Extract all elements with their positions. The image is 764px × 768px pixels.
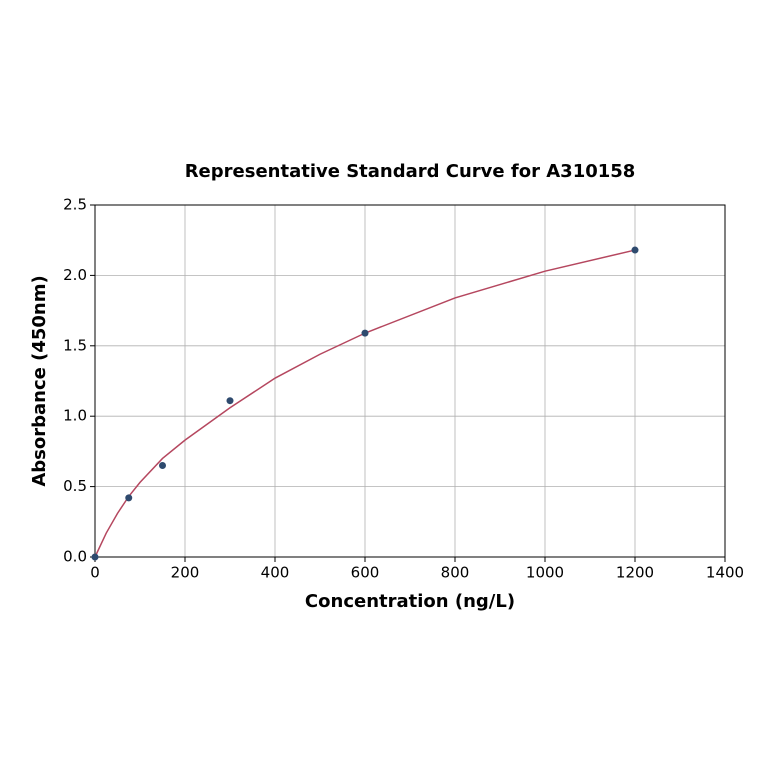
data-point <box>125 494 133 502</box>
data-point <box>91 553 99 561</box>
y-tick-label: 1.0 <box>63 407 87 425</box>
x-tick-label: 200 <box>171 564 200 582</box>
x-axis-label: Concentration (ng/L) <box>305 591 515 612</box>
x-tick-label: 1000 <box>526 564 564 582</box>
x-tick-label: 1400 <box>706 564 744 582</box>
y-axis-label: Absorbance (450nm) <box>29 275 50 486</box>
y-tick-label: 2.0 <box>63 266 87 284</box>
y-tick-label: 0.0 <box>63 548 87 566</box>
data-point <box>361 329 369 337</box>
y-tick-label: 1.5 <box>63 336 87 354</box>
x-tick-label: 400 <box>261 564 290 582</box>
x-tick-label: 0 <box>90 564 100 582</box>
x-tick-label: 1200 <box>616 564 654 582</box>
x-tick-label: 800 <box>441 564 470 582</box>
data-point <box>226 397 234 405</box>
chart-title: Representative Standard Curve for A31015… <box>185 161 636 182</box>
data-point <box>631 246 639 254</box>
plot-frame <box>94 204 726 558</box>
y-tick-label: 0.5 <box>63 477 87 495</box>
fit-curve <box>94 249 636 558</box>
data-point <box>159 461 166 469</box>
y-tick-label: 2.5 <box>63 196 87 214</box>
x-tick-label: 600 <box>351 564 380 582</box>
